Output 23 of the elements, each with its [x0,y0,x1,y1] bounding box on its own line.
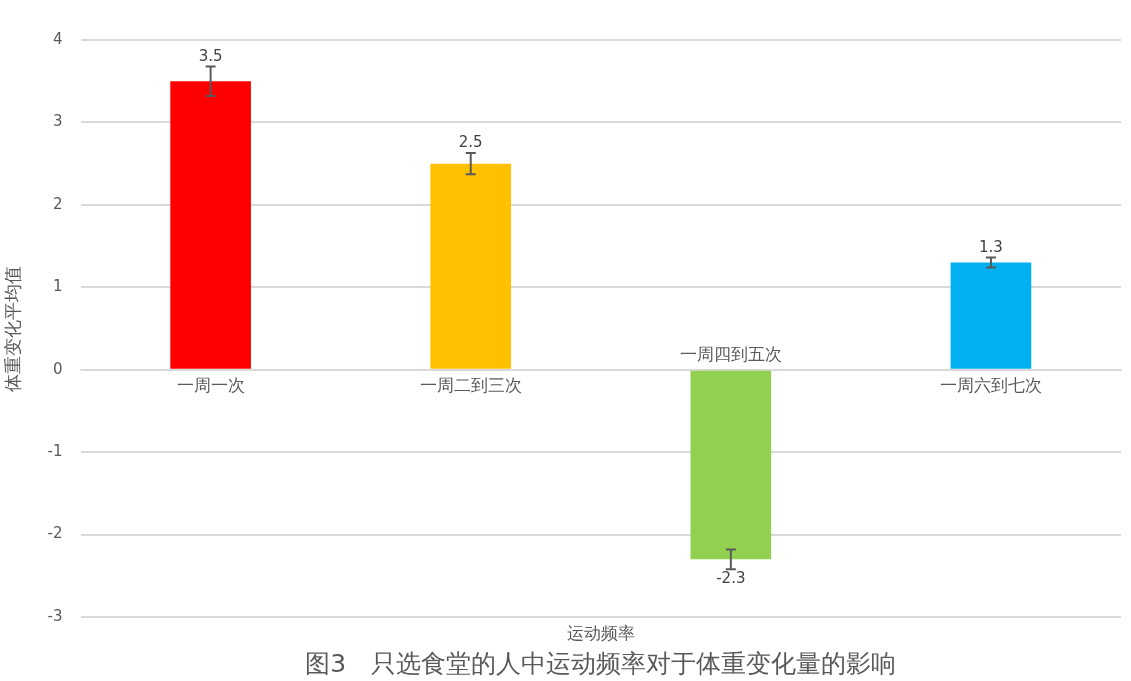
y-tick-label: 1 [53,277,63,296]
y-tick-label: 0 [53,359,63,378]
data-label: 3.5 [198,46,223,65]
y-tick-label: 2 [53,194,63,213]
text: 图3 只选食堂的人中运动频率对于体重变化量的影响 [305,649,897,678]
bar [690,370,772,560]
y-tick-label: -1 [47,442,63,461]
bar [170,81,251,369]
y-tick-label: 4 [53,29,63,48]
data-label: 2.5 [458,133,483,152]
bar [950,262,1032,369]
y-axis-title: 体重变化平均值 [2,265,24,392]
data-label: 1.3 [979,238,1003,256]
y-tick-label: -3 [47,606,63,625]
y-tick-label: -2 [47,524,63,543]
x-tick-label: 一周四到五次 [679,343,782,364]
x-tick-label: 一周一次 [176,374,245,395]
data-label: -2.3 [716,568,746,587]
bar [430,163,512,369]
y-tick-label: 3 [53,112,63,131]
x-tick-label: 一周六到七次 [939,374,1042,395]
x-axis-title: 运动频率 [566,623,635,643]
x-tick-label: 一周二到三次 [419,374,522,395]
